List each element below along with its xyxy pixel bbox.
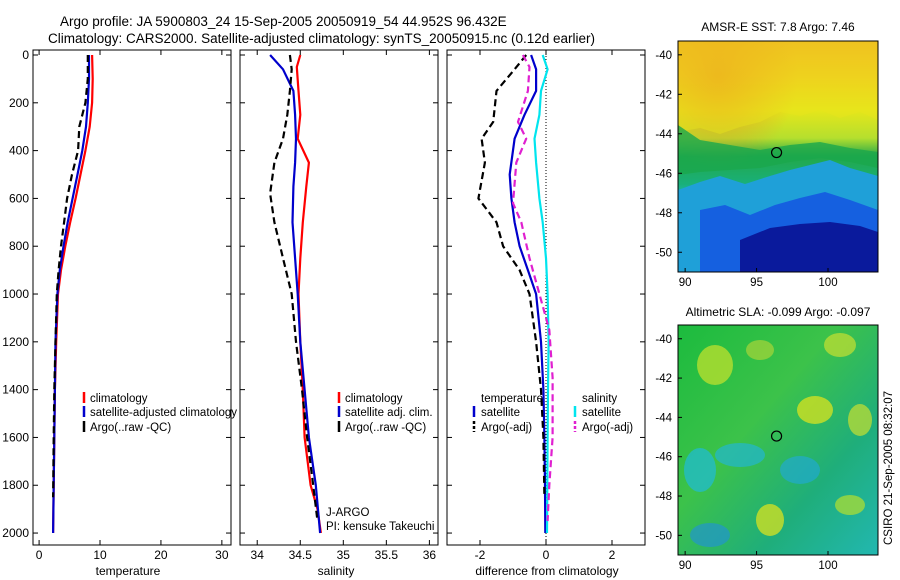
- xtick-label: 0: [36, 548, 43, 562]
- legend-label-satellite: satellite adj. clim.: [345, 407, 433, 419]
- legend-heading-salinity: salinity: [582, 393, 617, 405]
- difference-plot: -2 0 2: [447, 50, 645, 562]
- xtick-label: 30: [215, 548, 229, 562]
- ytick-label: 1600: [2, 430, 29, 444]
- salinity-legend: climatology satellite adj. clim. Argo(..…: [337, 392, 433, 434]
- difference-legend-salinity: salinity satellite Argo(-adj): [573, 393, 633, 434]
- argo-location-marker: [770, 430, 783, 442]
- map-xtick-label: 90: [679, 560, 692, 572]
- temperature-plot: 0 10 20 30 0 200 400 600 800 1000 1200 1400 1600 1800…: [2, 48, 231, 562]
- sla-map-image: [678, 325, 878, 555]
- map-ytick-label: -44: [655, 129, 672, 141]
- argo-location-marker: [770, 146, 783, 159]
- map-ytick-label: -50: [655, 530, 672, 542]
- xtick-label: 10: [93, 548, 107, 562]
- ytick-label: 1000: [2, 287, 29, 301]
- salinity-plot: 34 34.5 35 35.5 36: [240, 50, 438, 562]
- map-ytick-label: -46: [655, 168, 672, 180]
- legend-heading-temperature: temperature: [481, 393, 543, 405]
- ytick-label: 400: [9, 144, 29, 158]
- series-temperature-argo-adj-: [477, 54, 546, 498]
- temperature-legend: climatology satellite-adjusted climatolo…: [82, 392, 237, 434]
- ytick-label: 1200: [2, 335, 29, 349]
- ytick-label: 800: [9, 239, 29, 253]
- map-ytick-label: -40: [655, 334, 672, 346]
- legend-label-temp-argo: Argo(-adj): [481, 422, 532, 434]
- map-xtick-label: 95: [750, 560, 763, 572]
- ytick-label: 600: [9, 191, 29, 205]
- map-ytick-label: -48: [655, 491, 672, 503]
- sst-map-image: [678, 41, 878, 272]
- legend-label-temp-satellite: satellite: [481, 407, 520, 419]
- map-ytick-label: -44: [655, 412, 672, 424]
- temperature-xlabel: temperature: [96, 564, 161, 578]
- difference-xlabel: difference from climatology: [475, 564, 618, 578]
- legend-label-satellite: satellite-adjusted climatology: [90, 407, 237, 419]
- ytick-label: 2000: [2, 526, 29, 540]
- difference-legend-temperature: temperature satellite Argo(-adj): [472, 393, 543, 434]
- series-argo-raw-qc-: [269, 54, 319, 522]
- xtick-label: 2: [609, 548, 616, 562]
- series-satellite-adjusted-climatology: [52, 55, 91, 534]
- map-xtick-label: 100: [818, 560, 837, 572]
- annotation-program: J-ARGO: [326, 507, 370, 519]
- sla-map-title: Altimetric SLA: -0.099 Argo: -0.097: [686, 305, 871, 319]
- ytick-label: 0: [22, 48, 29, 62]
- series-argo-raw-qc-: [52, 55, 89, 498]
- ytick-label: 1800: [2, 478, 29, 492]
- ytick-label: 1400: [2, 383, 29, 397]
- temperature-panel: [32, 49, 232, 546]
- salinity-xlabel: salinity: [318, 564, 355, 578]
- legend-label-argo: Argo(..raw -QC): [90, 422, 171, 434]
- legend-label-argo: Argo(..raw -QC): [345, 422, 426, 434]
- legend-label-sal-satellite: satellite: [582, 407, 621, 419]
- ytick-label: 200: [9, 96, 29, 110]
- series-salinity-satellite: [533, 54, 550, 534]
- sla-map-frame: [677, 324, 879, 556]
- series-satellite-adj-clim-: [269, 54, 322, 534]
- xtick-label: 34.5: [289, 548, 313, 562]
- map-ytick-label: -48: [655, 208, 672, 220]
- map-ytick-label: -46: [655, 452, 672, 464]
- csiro-timestamp: CSIRO 21-Sep-2005 08:32:07: [883, 391, 895, 545]
- map-ytick-label: -42: [655, 89, 672, 101]
- xtick-label: 34: [251, 548, 265, 562]
- series-salinity-argo-adj-: [511, 54, 554, 522]
- legend-label-sal-argo: Argo(-adj): [582, 422, 633, 434]
- legend-label-climatology: climatology: [345, 393, 403, 405]
- sst-map-title: AMSR-E SST: 7.8 Argo: 7.46: [701, 20, 855, 34]
- map-xtick-label: 90: [679, 277, 692, 289]
- sst-map-frame: [677, 40, 879, 273]
- sst-map-axes: 90 95 100 -40 -42 -44 -46 -48 -50: [655, 50, 837, 289]
- header-line-1: Argo profile: JA 5900803_24 15-Sep-2005 …: [60, 14, 507, 29]
- xtick-label: 0: [543, 548, 550, 562]
- header-line-2: Climatology: CARS2000. Satellite-adjuste…: [48, 31, 595, 46]
- map-xtick-label: 95: [750, 277, 763, 289]
- annotation-pi: PI: kensuke Takeuchi: [326, 521, 434, 533]
- map-ytick-label: -50: [655, 247, 672, 259]
- series-temperature-satellite: [508, 54, 547, 534]
- sla-map-axes: 90 95 100 -40 -42 -44 -46 -48 -50: [655, 334, 837, 572]
- xtick-label: 35.5: [375, 548, 399, 562]
- map-xtick-label: 100: [818, 277, 837, 289]
- map-ytick-label: -42: [655, 373, 672, 385]
- legend-label-climatology: climatology: [90, 393, 148, 405]
- series-climatology: [295, 54, 322, 534]
- salinity-panel: [239, 49, 439, 546]
- xtick-label: 20: [154, 548, 168, 562]
- xtick-label: 36: [423, 548, 437, 562]
- map-ytick-label: -40: [655, 50, 672, 62]
- xtick-label: 35: [337, 548, 351, 562]
- xtick-label: -2: [475, 548, 486, 562]
